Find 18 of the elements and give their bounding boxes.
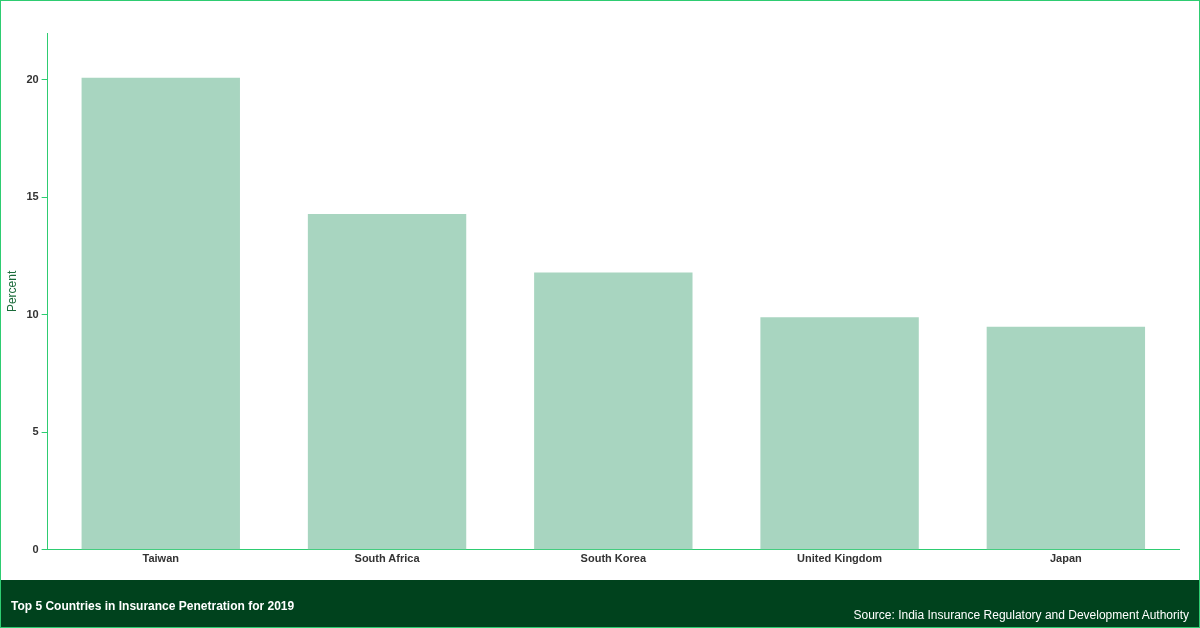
y-axis-title: Percent	[4, 270, 19, 313]
bar	[986, 326, 1146, 550]
y-tick-label: 15	[26, 190, 39, 203]
x-tick-label: United Kingdom	[797, 552, 883, 565]
x-tick-label: South Korea	[580, 552, 647, 565]
x-tick-label: South Africa	[354, 552, 421, 565]
source-note: Source: India Insurance Regulatory and Development Authority	[853, 608, 1189, 622]
y-tick-label: 20	[26, 73, 39, 86]
x-tick-label: Japan	[1049, 552, 1083, 565]
bar	[307, 213, 467, 550]
y-tick-label: 10	[26, 307, 39, 320]
y-tick-label: 5	[32, 425, 39, 438]
bar	[81, 77, 240, 550]
x-tick-label: Taiwan	[142, 552, 180, 565]
bar	[534, 272, 693, 550]
y-tick-label: 0	[32, 542, 39, 555]
text: Top 5 Countries in Insurance Penetration for 2019	[11, 599, 295, 613]
bar	[760, 317, 919, 550]
